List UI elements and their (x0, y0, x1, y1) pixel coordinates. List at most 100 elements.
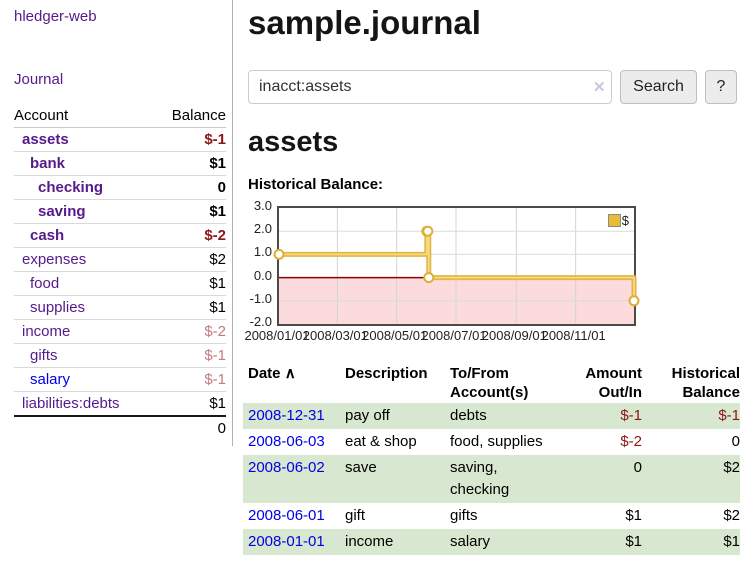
transaction-date-link[interactable]: 2008-06-02 (248, 459, 325, 476)
account-link-gifts[interactable]: gifts (30, 347, 58, 364)
transaction-accounts: debts (450, 403, 576, 429)
account-link-checking[interactable]: checking (38, 179, 104, 196)
transaction-description: income (345, 529, 450, 555)
accounts-table-header: Account Balance (14, 104, 226, 128)
transaction-date-link[interactable]: 2008-01-01 (248, 533, 325, 550)
account-link-saving[interactable]: saving (38, 203, 86, 220)
y-axis-tick-label: -2.0 (249, 314, 272, 329)
transaction-accounts: gifts (450, 507, 478, 524)
transaction-amount: $-2 (620, 433, 642, 450)
transactions-table: Date ∧ Description To/From Account(s) Am… (243, 363, 740, 555)
y-axis-tick-label: -1.0 (249, 290, 272, 306)
table-header-amount: Amount Out/In (585, 365, 642, 401)
accounts-header-balance: Balance (171, 107, 226, 124)
page-title: sample.journal (248, 4, 481, 41)
y-axis-tick-label: 0.0 (253, 267, 272, 283)
transaction-balance: $1 (642, 529, 740, 555)
transaction-amount: $-1 (576, 403, 642, 429)
transaction-accounts: food, supplies (450, 433, 543, 450)
transaction-amount: $1 (576, 529, 642, 555)
account-heading: assets (248, 126, 339, 158)
app-title-link[interactable]: hledger-web (14, 8, 97, 25)
accounts-table: Account Balance assets $-1 bank $1 checking 0… (14, 104, 226, 439)
account-link-expenses[interactable]: expenses (22, 251, 87, 268)
x-axis-tick-label: 2008/07/01 (421, 328, 487, 343)
transaction-row: 2008-06-03 eat & shop food, supplies $-2 0 (243, 429, 740, 455)
transaction-row: 2008-06-01 gift gifts $1 $2 (243, 503, 740, 529)
transaction-date-link[interactable]: 2008-06-01 (248, 507, 325, 524)
account-row: liabilities:debts $1 (14, 392, 226, 416)
account-link-liabilities-debts[interactable]: liabilities:debts (22, 395, 120, 412)
x-axis-tick-label: 2008/09/01 (481, 328, 547, 343)
account-balance: $1 (209, 155, 226, 172)
account-link-bank[interactable]: bank (30, 155, 66, 172)
transaction-date-link[interactable]: 2008-12-31 (248, 407, 325, 424)
chart-legend: $ (607, 213, 629, 228)
balance-chart: $ (273, 206, 640, 326)
help-button[interactable]: ? (705, 70, 737, 104)
account-link-salary[interactable]: salary (30, 371, 71, 388)
transaction-amount: $1 (625, 507, 642, 524)
x-axis-tick-label: 2008/11/01 (541, 328, 606, 343)
y-axis-tick-label: 2.0 (253, 221, 272, 237)
transaction-balance: $-1 (642, 403, 740, 429)
transaction-description: save (345, 455, 450, 503)
transaction-date-cell: 2008-06-02 (243, 455, 345, 503)
account-balance: $-2 (204, 323, 226, 340)
table-header-date[interactable]: Date ∧ (248, 365, 296, 382)
transaction-description: gift (345, 507, 366, 524)
account-balance: $-1 (204, 371, 226, 388)
sidebar-item-journal[interactable]: Journal (14, 71, 64, 88)
chart-canvas (273, 208, 640, 324)
account-row: assets $-1 (14, 128, 226, 152)
account-balance: $-1 (204, 131, 226, 148)
account-balance: $1 (209, 275, 226, 292)
accounts-rows: assets $-1 bank $1 checking 0 saving $1 cash $-2 e… (14, 128, 226, 416)
transaction-date-link[interactable]: 2008-06-03 (248, 433, 325, 450)
account-link-cash[interactable]: cash (30, 227, 65, 244)
transaction-amount: 0 (576, 455, 642, 503)
transactions-header-row: Date ∧ Description To/From Account(s) Am… (243, 363, 740, 403)
accounts-header-account: Account (14, 107, 69, 124)
account-balance: $1 (209, 299, 226, 316)
account-link-supplies[interactable]: supplies (30, 299, 86, 316)
account-link-food[interactable]: food (30, 275, 60, 292)
legend-swatch-icon (607, 214, 621, 227)
transaction-description: eat & shop (345, 433, 417, 450)
transaction-row: 2008-12-31 pay off debts $-1 $-1 (243, 403, 740, 429)
accounts-total-balance: 0 (217, 419, 226, 437)
account-balance: $1 (209, 203, 226, 220)
account-balance: $-1 (204, 347, 226, 364)
transaction-accounts: salary (450, 529, 576, 555)
table-header-tofrom-accounts: To/From Account(s) (450, 365, 529, 401)
transaction-date-cell: 2008-01-01 (243, 529, 345, 555)
accounts-total-row: 0 (14, 415, 226, 439)
legend-label: $ (621, 213, 629, 228)
transaction-accounts: saving, checking (450, 455, 576, 503)
account-row: bank $1 (14, 152, 226, 176)
account-row: saving $1 (14, 200, 226, 224)
table-header-description: Description (345, 365, 428, 382)
transaction-date-cell: 2008-06-03 (243, 429, 345, 455)
account-row: salary $-1 (14, 368, 226, 392)
account-row: food $1 (14, 272, 226, 296)
account-row: income $-2 (14, 320, 226, 344)
search-button[interactable]: Search (620, 70, 697, 104)
sort-ascending-icon: ∧ (284, 365, 296, 382)
account-row: supplies $1 (14, 296, 226, 320)
x-axis-tick-label: 2008/01/01 (244, 328, 310, 343)
table-header-historical-balance: Historical Balance (671, 365, 740, 401)
x-axis-tick-label: 2008/05/01 (362, 328, 428, 343)
search-input[interactable] (248, 70, 612, 104)
account-row: expenses $2 (14, 248, 226, 272)
transaction-balance: $2 (723, 507, 740, 524)
transaction-balance: 0 (731, 433, 740, 450)
transaction-row: 2008-01-01 income salary $1 $1 (243, 529, 740, 555)
transaction-row: 2008-06-02 save saving, checking 0 $2 (243, 455, 740, 503)
account-balance: 0 (217, 179, 226, 196)
transaction-date-cell: 2008-06-01 (243, 503, 345, 529)
account-link-assets[interactable]: assets (22, 131, 69, 148)
account-link-income[interactable]: income (22, 323, 71, 340)
clear-search-icon[interactable]: ✕ (593, 79, 606, 96)
account-balance: $2 (209, 251, 226, 268)
